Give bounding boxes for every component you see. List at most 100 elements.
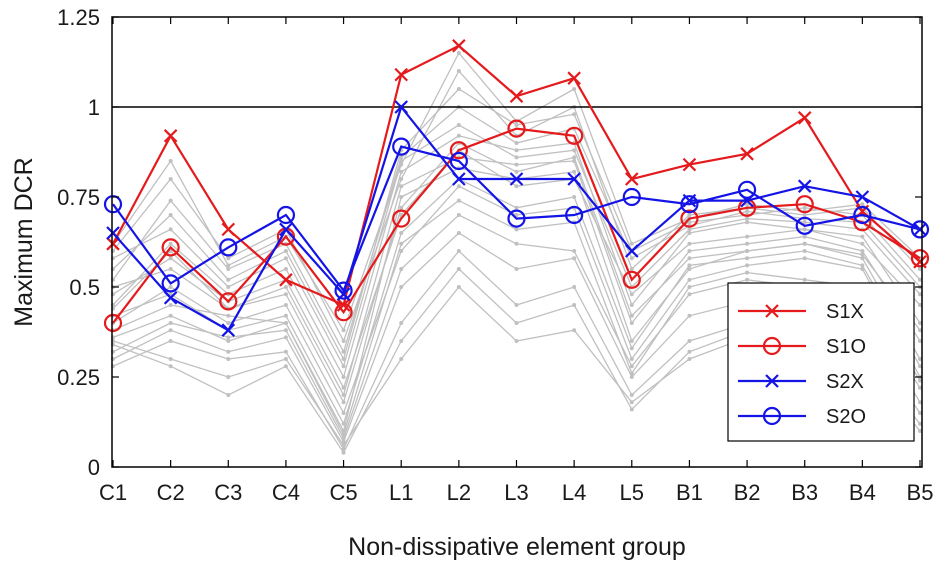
background-point [283, 328, 288, 333]
background-point [283, 364, 288, 369]
background-point [687, 349, 692, 354]
data-point-s1o [103, 313, 123, 333]
background-point [226, 357, 231, 361]
background-point [341, 349, 346, 354]
data-point-s1x [452, 39, 466, 53]
y-tick-label: 0.5 [69, 275, 100, 300]
background-point [802, 241, 807, 246]
background-point [341, 339, 346, 343]
data-point-s1x [625, 172, 639, 186]
background-point [341, 450, 346, 455]
data-point-s1o [334, 303, 353, 322]
x-tick-label: L5 [620, 480, 644, 505]
background-point [226, 277, 231, 282]
data-point-s2o [737, 180, 757, 199]
background-point [745, 234, 750, 239]
background-point [802, 220, 807, 225]
x-tick-label: B1 [676, 480, 703, 505]
background-point [572, 112, 577, 117]
background-point [514, 339, 519, 343]
data-point-s1o [219, 292, 238, 311]
background-point [860, 263, 865, 268]
background-point [572, 328, 577, 333]
background-point [168, 177, 173, 181]
data-point-s2o [910, 220, 930, 239]
background-point [514, 148, 519, 153]
background-point [687, 339, 692, 343]
background-point [745, 249, 750, 253]
data-point-s2o [103, 195, 123, 214]
background-point [456, 87, 461, 91]
background-point [456, 285, 461, 289]
background-point [399, 357, 404, 361]
background-point [918, 378, 922, 383]
data-point-s2o [565, 205, 584, 225]
data-point-s2x [163, 291, 178, 305]
background-point [399, 231, 404, 235]
legend-marker-s2x [765, 374, 779, 388]
background-point [745, 209, 750, 214]
background-point [341, 400, 346, 405]
background-point [341, 364, 346, 369]
data-point-s2x [855, 190, 870, 204]
data-point-s1o [161, 238, 180, 257]
data-point-s2o [507, 209, 526, 228]
background-point [629, 313, 634, 318]
data-point-s1x [279, 273, 293, 287]
background-point [687, 285, 692, 289]
background-point [399, 339, 404, 343]
legend-item-s2o: S2O [738, 406, 866, 428]
x-axis-label: Non-dissipative element group [348, 533, 686, 561]
background-point [687, 357, 692, 361]
background-point [629, 339, 634, 343]
x-tick-label: B3 [791, 480, 818, 505]
background-point [226, 313, 231, 318]
data-point-s1x [163, 129, 178, 143]
background-point [918, 357, 922, 361]
legend-item-s2x: S2X [738, 371, 864, 393]
data-point-s1x [740, 147, 754, 161]
background-point [687, 213, 692, 217]
background-point [514, 227, 519, 232]
data-point-s1x [567, 71, 581, 85]
background-point [918, 328, 922, 333]
main-series-group [103, 39, 930, 337]
background-point [687, 256, 692, 261]
background-point [572, 148, 577, 153]
background-point [226, 285, 231, 289]
background-point [226, 321, 231, 325]
background-point [399, 249, 404, 253]
background-point [918, 267, 922, 271]
y-tick-label: 0.25 [57, 365, 100, 390]
background-point [399, 321, 404, 325]
background-point [572, 155, 577, 160]
y-axis-label: Maximum DCR [10, 157, 38, 326]
background-point [572, 87, 577, 91]
background-point [629, 346, 634, 351]
background-point [918, 385, 922, 390]
data-point-s2x [625, 244, 639, 258]
background-point [629, 371, 634, 376]
background-point [341, 443, 346, 448]
x-tick-label: B5 [907, 480, 934, 505]
background-point [283, 335, 288, 340]
background-point [629, 364, 634, 369]
x-tick-label: C3 [214, 480, 242, 505]
background-point [341, 411, 346, 415]
background-point [860, 256, 865, 261]
background-point [168, 198, 173, 203]
background-point [168, 256, 173, 261]
background-point [918, 429, 922, 433]
background-point [572, 285, 577, 289]
background-point [399, 184, 404, 189]
background-point [745, 216, 750, 221]
background-point [918, 321, 922, 325]
series-line-s2o [112, 145, 921, 293]
background-point [399, 162, 404, 167]
background-point [168, 364, 173, 369]
background-point [456, 198, 461, 203]
x-tick-label: L2 [447, 480, 471, 505]
background-point [283, 256, 288, 261]
background-point [572, 249, 577, 253]
background-point [168, 321, 173, 325]
